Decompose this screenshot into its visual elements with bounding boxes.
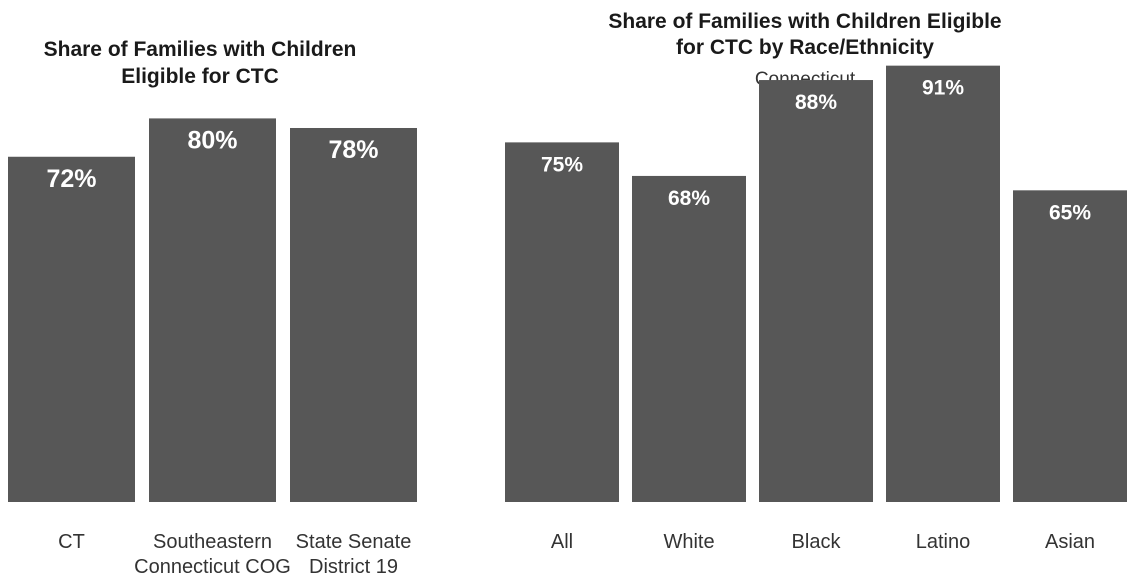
category-label: Black [792, 531, 842, 553]
category-label: CT [58, 531, 85, 553]
category-label: State Senate [296, 531, 412, 553]
value-label: 91% [922, 77, 964, 100]
bar [149, 118, 276, 503]
bar [1013, 190, 1127, 502]
chart-title: Share of Families with Children Eligible [608, 10, 1001, 33]
bar [290, 127, 417, 503]
value-label: 75% [541, 153, 583, 176]
bar [886, 65, 1000, 502]
bar [8, 156, 135, 502]
bar [632, 175, 746, 502]
chart-1: Share of Families with Children Eligible … [8, 38, 417, 577]
category-label: Latino [916, 531, 971, 553]
bar [759, 80, 873, 502]
bar [505, 142, 619, 502]
category-label: Connecticut COG [134, 556, 291, 577]
chart-title: for CTC by Race/Ethnicity [676, 36, 934, 59]
chart-2: Share of Families with Children Eligible… [505, 10, 1127, 553]
chart-title: Share of Families with Children [44, 38, 357, 61]
category-label: Southeastern [153, 531, 272, 553]
category-label: Asian [1045, 531, 1095, 553]
category-label: All [551, 531, 573, 553]
value-label: 80% [187, 126, 237, 154]
value-label: 88% [795, 91, 837, 114]
chart-title: Eligible for CTC [121, 65, 279, 88]
value-label: 78% [328, 136, 378, 164]
value-label: 68% [668, 187, 710, 210]
value-label: 72% [46, 165, 96, 193]
value-label: 65% [1049, 201, 1091, 224]
category-label: White [663, 531, 714, 553]
category-label: District 19 [309, 556, 398, 577]
